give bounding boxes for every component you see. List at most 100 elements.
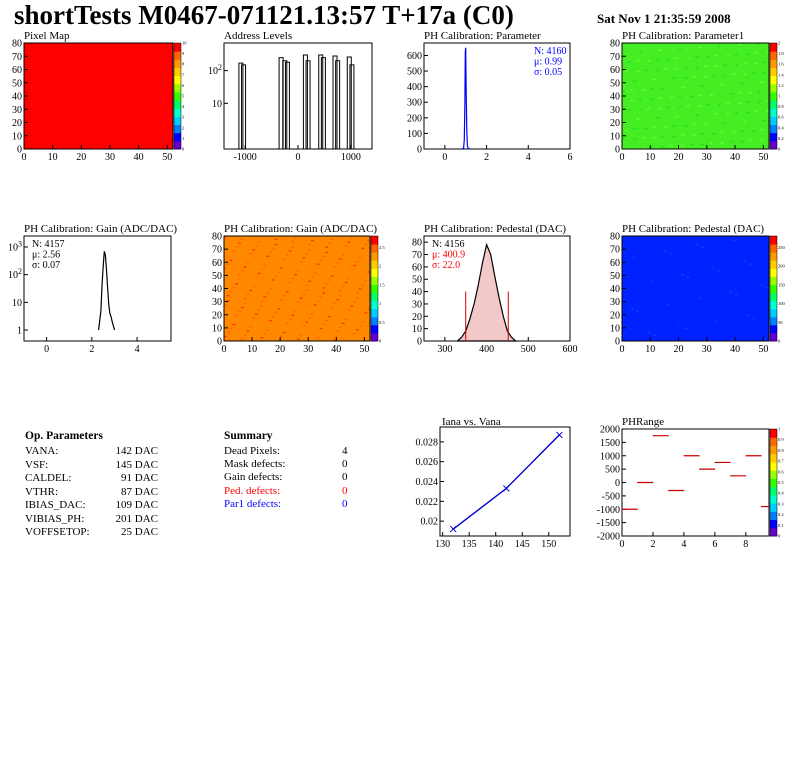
heatmap-cell	[224, 335, 227, 338]
histogram-peak	[320, 57, 326, 149]
page-title: shortTests M0467-071121.13:57 T+17a (C0)	[14, 0, 514, 30]
heatmap-cell	[299, 334, 303, 336]
x-tick-label: 2	[484, 152, 489, 163]
heatmap-cell	[280, 267, 283, 269]
heatmap-cell	[763, 338, 767, 340]
histogram-peak	[305, 60, 311, 149]
heatmap-cell	[718, 93, 721, 95]
heatmap-cell	[311, 313, 314, 315]
palette-swatch	[770, 324, 777, 334]
y-tick-label: 20	[212, 310, 222, 321]
palette-swatch	[770, 116, 777, 126]
heatmap-cell	[229, 327, 233, 330]
heatmap-cell	[257, 309, 261, 311]
heatmap-cell	[760, 284, 764, 286]
y-tick-label: 40	[212, 284, 222, 295]
y-tick-label: 1	[17, 325, 22, 336]
heatmap-cell	[641, 147, 645, 149]
plot-frame	[423, 42, 571, 150]
heatmap-cell	[224, 267, 227, 269]
heatmap-cell	[353, 333, 356, 335]
heatmap-cell	[350, 268, 354, 271]
heatmap-cell	[257, 272, 261, 275]
heatmap-cell	[257, 241, 261, 243]
chart-title: PH Calibration: Pedestal (DAC)	[622, 223, 765, 235]
y-tick-label: 10	[610, 131, 620, 142]
heatmap-cell	[712, 267, 716, 269]
heatmap-cell	[268, 320, 272, 322]
heatmap-cell	[630, 99, 634, 102]
heatmap-cell	[760, 81, 764, 83]
summary-table: Summary Dead Pixels: 4 Mask defects: 0 Gain …	[224, 430, 384, 520]
heatmap-cell	[672, 77, 676, 79]
heatmap-cell	[653, 334, 656, 336]
y-tick-label: 30	[12, 105, 22, 116]
heatmap-cell	[667, 304, 671, 306]
heatmap-cell	[268, 288, 272, 290]
heatmap-cell	[288, 250, 292, 252]
heatmap-cell	[355, 292, 359, 294]
y-tick-label: 10	[212, 323, 222, 334]
stat-label: μ: 2.56	[32, 250, 60, 261]
palette-swatch	[174, 91, 181, 101]
stat-label: N: 4160	[534, 46, 567, 57]
heatmap-cell	[687, 105, 690, 107]
palette-swatch	[770, 503, 777, 512]
heatmap-cell	[235, 246, 239, 248]
plot-frame	[23, 235, 172, 342]
x-tick-label: 40	[730, 152, 740, 163]
heatmap-cell	[277, 271, 281, 273]
heatmap-cell	[280, 335, 283, 338]
x-tick-label: 10	[247, 344, 257, 355]
heatmap-cell	[327, 279, 331, 281]
stat-label: σ: 22.0	[432, 260, 460, 271]
chart-ph-parameter1: 0 10 20 30 40 500102030405060708000.20.40.60.…	[610, 39, 784, 164]
palette-tick-label: 0.2	[778, 136, 784, 141]
heatmap-cell	[720, 131, 724, 134]
op-parameter-name: VSF:	[25, 458, 49, 471]
palette-swatch	[770, 91, 777, 101]
heatmap-cell	[766, 287, 769, 289]
palette-tick-label: 1.5	[379, 282, 385, 287]
summary-value: 4	[342, 445, 348, 457]
heatmap-cell	[308, 280, 312, 282]
heatmap-cell	[325, 246, 328, 248]
y-tick-label: 60	[12, 65, 22, 76]
palette-swatch	[770, 308, 777, 318]
chart-title: PH Calibration: Gain (ADC/DAC)	[224, 223, 378, 235]
heatmap-cell	[698, 46, 702, 49]
palette-swatch	[174, 51, 181, 60]
heatmap-cell	[336, 330, 340, 332]
palette-swatch	[770, 284, 777, 294]
heatmap-cell	[740, 141, 744, 143]
y-tick-label: 10	[610, 323, 620, 334]
heatmap-cell	[311, 276, 314, 278]
heatmap-cell	[358, 325, 362, 327]
y-tick-label: 70	[12, 52, 22, 63]
chart-address-levels: -1000 0 1000 10 102	[208, 42, 373, 163]
y-tick-label: 102	[208, 63, 222, 77]
heatmap-cell	[729, 291, 733, 293]
heatmap-cell	[622, 90, 625, 93]
heatmap-cell	[684, 77, 688, 79]
palette-swatch	[174, 59, 181, 68]
x-tick-label: 20	[76, 152, 86, 163]
heatmap-cell	[658, 97, 662, 99]
heatmap-fill	[622, 236, 769, 341]
data-point	[502, 485, 510, 492]
heatmap-cell	[297, 301, 300, 303]
heatmap-cell	[644, 69, 648, 71]
palette-swatch	[770, 100, 777, 109]
heatmap-cell	[367, 239, 370, 242]
heatmap-cell	[740, 130, 744, 132]
heatmap-cell	[325, 283, 328, 285]
y-tick-label: 30	[610, 297, 620, 308]
chart-title: PH Calibration: Gain (ADC/DAC)	[24, 223, 178, 235]
x-tick-label: 30	[105, 152, 115, 163]
chart-title: Address Levels	[224, 30, 293, 42]
heatmap-cell	[726, 54, 730, 57]
x-tick-label: 0	[22, 152, 27, 163]
summary-value: 0	[342, 458, 348, 471]
palette-tick-label: 0.8	[778, 448, 784, 453]
